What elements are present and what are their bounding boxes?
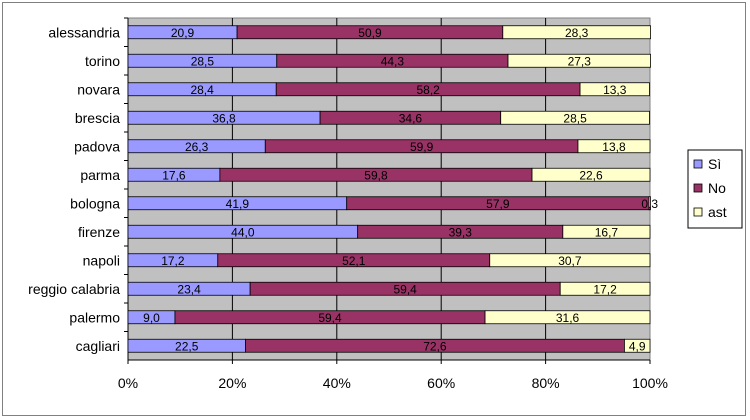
bar-segment (559, 281, 651, 296)
plot-area (127, 17, 651, 361)
data-label: 17,2 (593, 282, 617, 296)
data-label: 44,0 (231, 225, 255, 239)
data-label: 28,5 (191, 54, 215, 68)
bar-segment (579, 82, 650, 97)
data-label: 50,9 (358, 26, 382, 40)
data-label: 41,9 (226, 197, 250, 211)
category-label: bologna (70, 195, 120, 211)
data-label: 17,2 (161, 254, 185, 268)
data-label: 4,9 (629, 339, 646, 353)
data-label: 28,5 (563, 111, 587, 125)
data-label: 13,3 (603, 83, 627, 97)
legend-label: ast (708, 204, 727, 220)
data-label: 28,3 (565, 26, 589, 40)
data-label: 44,3 (381, 54, 405, 68)
data-label: 30,7 (558, 254, 582, 268)
bar-segment (577, 139, 651, 154)
x-tick-label: 100% (632, 375, 668, 391)
legend-label: No (708, 180, 726, 196)
category-label: padova (74, 138, 120, 154)
data-label: 59,8 (364, 168, 388, 182)
legend-label: Sì (708, 156, 721, 172)
category-label: parma (80, 167, 120, 183)
x-tick-label: 40% (323, 375, 351, 391)
bar-segment (648, 196, 651, 211)
category-label: napoli (83, 252, 120, 268)
legend-swatch (693, 183, 703, 193)
data-label: 34,6 (399, 111, 423, 125)
bar-segment (489, 253, 651, 268)
data-label: 59,4 (318, 311, 342, 325)
category-label: torino (85, 53, 120, 69)
bar-segment (624, 338, 651, 353)
data-label: 36,8 (212, 111, 236, 125)
category-label: alessandria (48, 24, 120, 40)
data-label: 39,3 (449, 225, 473, 239)
data-label: 59,9 (410, 140, 434, 154)
data-label: 27,3 (568, 54, 592, 68)
bar-segment (500, 110, 650, 125)
x-tick-label: 80% (532, 375, 560, 391)
category-label: firenze (78, 224, 120, 240)
legend-swatch (693, 207, 703, 217)
data-label: 28,4 (190, 83, 214, 97)
data-label: 52,1 (342, 254, 366, 268)
category-label: cagliari (76, 338, 120, 354)
bar-segment (484, 310, 651, 325)
data-label: 20,9 (171, 26, 195, 40)
category-label: palermo (69, 309, 120, 325)
data-label: 59,4 (394, 282, 418, 296)
bar-segment (562, 224, 651, 239)
data-label: 58,2 (416, 83, 440, 97)
x-tick-label: 0% (118, 375, 138, 391)
data-label: 16,7 (595, 225, 619, 239)
bar-segment (531, 167, 651, 182)
data-label: 17,6 (162, 168, 186, 182)
x-tick-label: 60% (427, 375, 455, 391)
bar-segment (502, 25, 651, 40)
category-label: reggio calabria (28, 281, 120, 297)
data-label: 13,8 (602, 140, 626, 154)
data-label: 23,4 (177, 282, 201, 296)
data-label: 57,9 (486, 197, 510, 211)
x-tick-label: 20% (218, 375, 246, 391)
category-label: brescia (75, 110, 120, 126)
category-label: novara (77, 81, 120, 97)
data-label: 31,6 (556, 311, 580, 325)
data-label: 0,3 (641, 197, 658, 211)
data-label: 72,6 (423, 339, 447, 353)
data-label: 26,3 (185, 140, 209, 154)
legend-swatch (693, 159, 703, 169)
data-label: 22,6 (579, 168, 603, 182)
data-label: 9,0 (143, 311, 160, 325)
data-label: 22,5 (175, 339, 199, 353)
bar-segment (507, 53, 651, 68)
